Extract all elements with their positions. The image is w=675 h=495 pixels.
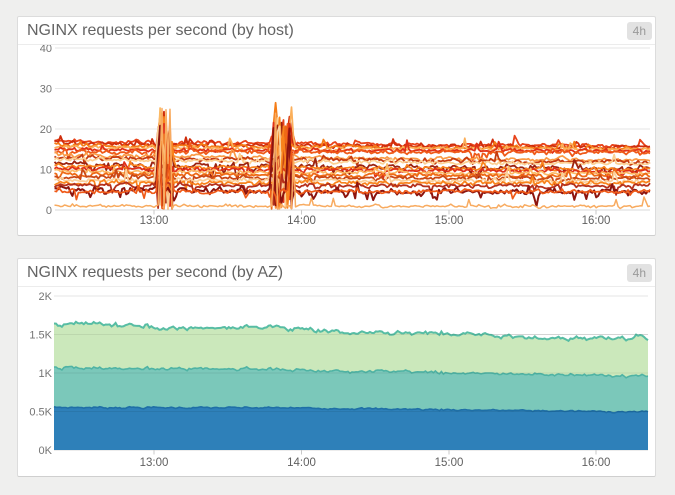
svg-text:16:00: 16:00	[582, 215, 611, 227]
svg-text:20: 20	[40, 124, 52, 136]
svg-text:40: 40	[40, 45, 52, 55]
svg-text:15:00: 15:00	[435, 457, 464, 469]
svg-text:15:00: 15:00	[435, 215, 464, 227]
svg-text:16:00: 16:00	[582, 457, 611, 469]
svg-text:13:00: 13:00	[140, 457, 169, 469]
svg-text:1K: 1K	[39, 368, 53, 380]
svg-text:30: 30	[40, 84, 52, 96]
svg-text:1.5K: 1.5K	[29, 330, 52, 342]
svg-text:14:00: 14:00	[287, 457, 316, 469]
svg-text:2K: 2K	[39, 291, 53, 303]
svg-text:13:00: 13:00	[140, 215, 169, 227]
svg-text:0.5K: 0.5K	[29, 407, 52, 419]
svg-text:0: 0	[46, 205, 52, 217]
svg-text:0K: 0K	[39, 445, 53, 457]
svg-text:10: 10	[40, 165, 52, 177]
svg-text:14:00: 14:00	[287, 215, 316, 227]
